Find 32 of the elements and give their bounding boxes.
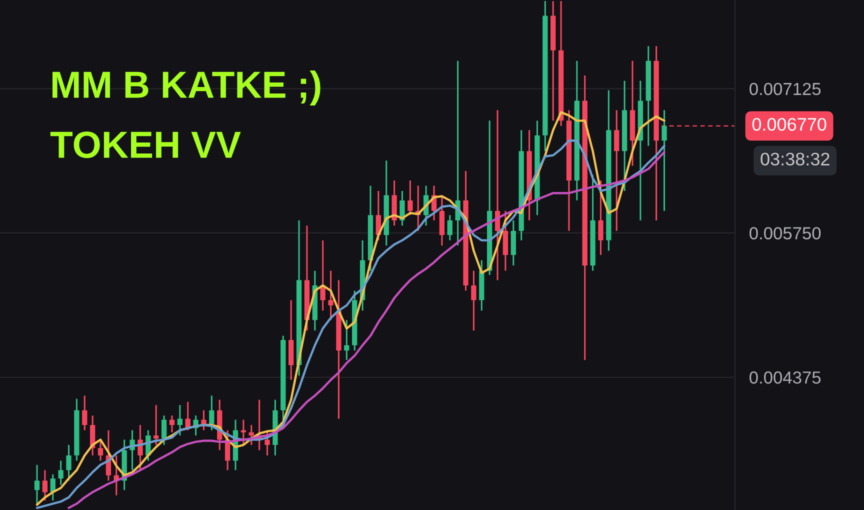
candlestick [240, 418, 246, 446]
candlestick [471, 270, 476, 332]
candlestick [598, 180, 604, 256]
candlestick [161, 414, 167, 446]
candlestick [138, 424, 143, 471]
candlestick [201, 410, 206, 432]
candlestick [169, 414, 175, 434]
ref-line-label: 0.006770 [752, 118, 826, 131]
candlestick [34, 464, 40, 506]
candlestick [447, 214, 452, 242]
candlestick [264, 429, 270, 456]
y-tick-label: 0.005750 [750, 227, 821, 240]
candlestick [66, 444, 72, 482]
text: 03:38:32 [760, 152, 830, 166]
candlestick [154, 404, 159, 446]
candlestick [209, 394, 214, 432]
candlestick [98, 438, 104, 462]
candlestick [408, 180, 413, 216]
candlestick [400, 190, 405, 226]
candlestick [614, 109, 620, 232]
candlestick [248, 424, 254, 446]
candlestick [344, 319, 350, 361]
y-tick-label: 0.004375 [750, 371, 821, 384]
candlestick [82, 394, 88, 432]
candlestick [662, 109, 667, 212]
text: MM B KATKE ;) [52, 70, 320, 106]
candlestick [328, 270, 334, 321]
candlestick [42, 469, 48, 502]
candlestick [177, 404, 182, 436]
text: TOKEH VV [50, 132, 241, 158]
candlestick [58, 460, 64, 486]
y-tick-label: 0.007125 [750, 82, 821, 96]
